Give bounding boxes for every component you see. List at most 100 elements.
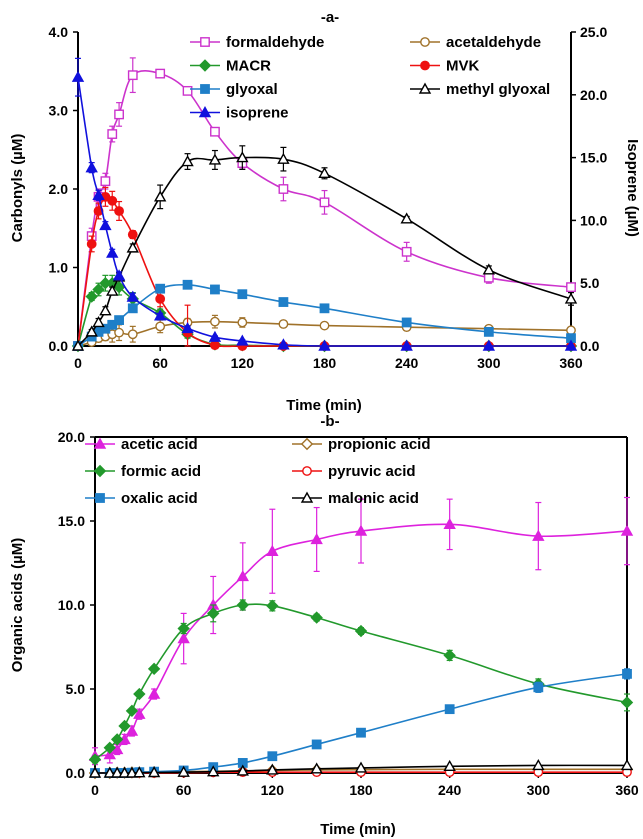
- panel-a-point-isoprene: [99, 218, 112, 231]
- panel-a-point-isoprene: [153, 309, 167, 321]
- panel-b-legend-marker-malonic-acid: [300, 491, 314, 503]
- panel-a-point-isoprene: [208, 330, 222, 342]
- panel-b-point-acetic-acid: [532, 529, 545, 541]
- panel-b-point-oxalic-acid: [622, 668, 632, 679]
- panel-a-line-glyoxal: [77, 283, 572, 347]
- panel-b-point-formic-acid: [177, 622, 190, 635]
- panel-b-series-malonic-acid: [88, 758, 634, 778]
- panel-a-point-methyl-glyoxal: [208, 153, 222, 165]
- panel-b-point-acetic-acid: [310, 533, 323, 545]
- panel-b-point-acetic-acid: [177, 632, 190, 644]
- panel-a-series-glyoxal: [73, 279, 576, 351]
- panel-b-point-acetic-acid: [620, 524, 634, 536]
- panel-a-y2-tick-label: 25.0: [580, 24, 607, 40]
- panel-b-point-acetic-acid: [125, 724, 139, 736]
- panel-a-y2-tick-label: 0.0: [580, 338, 600, 354]
- panel-a-legend-item-acetaldehyde: acetaldehyde: [410, 34, 541, 51]
- panel-a-series-isoprene: [71, 57, 578, 351]
- panel-a-y2-tick-label: 20.0: [580, 87, 607, 103]
- panel-a-legend-label-macr: MACR: [226, 58, 271, 75]
- panel-b-point-malonic-acid: [125, 766, 139, 778]
- panel-b-legend-item-oxalic-acid: oxalic acid: [85, 490, 198, 507]
- panel-a-point-formaldehyde: [100, 176, 111, 187]
- panel-a-point-mvk: [107, 195, 118, 206]
- panel-a-legend-marker-formaldehyde: [200, 37, 210, 47]
- panel-a-point-glyoxal: [155, 283, 166, 294]
- panel-b-point-malonic-acid: [443, 759, 456, 771]
- panel-a-point-formaldehyde: [566, 282, 576, 293]
- panel-a-title: -a-: [321, 9, 339, 26]
- panel-b-legend-item-pyruvic-acid: pyruvic acid: [292, 463, 416, 480]
- panel-b-legend-marker-formic-acid: [93, 464, 107, 478]
- panel-a-point-formaldehyde: [210, 126, 220, 137]
- panel-a-y-tick-label: 4.0: [49, 24, 69, 40]
- panel-b-point-formic-acid: [88, 753, 102, 766]
- panel-a-point-formaldehyde: [319, 197, 330, 208]
- panel-b-point-malonic-acid: [177, 765, 190, 777]
- panel-b-point-formic-acid: [207, 607, 220, 620]
- panel-a-point-formaldehyde: [182, 85, 193, 96]
- panel-b-legend-label-propionic-acid: propionic acid: [328, 436, 431, 453]
- panel-b-point-malonic-acid: [532, 758, 545, 771]
- panel-b-legend-label-acetic-acid: acetic acid: [121, 436, 198, 453]
- panel-b-point-formic-acid: [125, 704, 139, 718]
- panel-b-point-malonic-acid: [266, 763, 279, 775]
- panel-b-point-acetic-acid: [133, 707, 146, 719]
- panel-a-point-methyl-glyoxal: [236, 151, 249, 163]
- panel-b-point-malonic-acid: [110, 766, 124, 778]
- panel-a-point-acetaldehyde: [127, 329, 138, 340]
- panel-b-plot-area: 0 60 120 180 240 300 360 0.0 5.0 10.0 15.0 20.0: [58, 429, 639, 798]
- panel-b-title: -b-: [320, 413, 339, 430]
- panel-b-legend-label-oxalic-acid: oxalic acid: [121, 490, 198, 507]
- panel-b-series-oxalic-acid: [90, 668, 632, 778]
- panel-a-x-tick-label: 300: [477, 355, 501, 371]
- panel-b-point-malonic-acid: [354, 761, 368, 773]
- panel-a-point-macr: [92, 283, 105, 296]
- panel-a-point-isoprene: [277, 338, 290, 350]
- panel-a-point-methyl-glyoxal: [181, 155, 194, 167]
- panel-a-legend-marker-isoprene: [198, 106, 212, 118]
- panel-a-plot-area: 0 60 120 180 240 300 3600.01.02.03.04.00.05.01…: [49, 24, 608, 371]
- panel-a-point-mvk: [127, 229, 138, 240]
- panel-b-line-oxalic-acid: [95, 673, 628, 774]
- panel-a-point-isoprene: [85, 161, 98, 173]
- panel-b-series-formic-acid: [88, 598, 634, 766]
- panel-b-point-malonic-acid: [620, 758, 634, 771]
- panel-a-point-glyoxal: [127, 303, 138, 314]
- panel-a-point-isoprene: [564, 339, 578, 351]
- panel-b-organic-acids: -b- 0 60 120 180 240 300 360 0.0 5.0 10.0 15.0 20.0…: [9, 413, 639, 838]
- panel-b-point-acetic-acid: [266, 544, 279, 556]
- panel-b-point-formic-acid: [133, 687, 146, 701]
- panel-a-point-methyl-glyoxal: [153, 190, 167, 202]
- panel-b-legend-label-malonic-acid: malonic acid: [328, 490, 419, 507]
- panel-a-point-formaldehyde: [107, 129, 118, 139]
- panel-a-point-formaldehyde: [278, 184, 289, 194]
- panel-b-point-acetic-acid: [147, 687, 161, 699]
- panel-b-legend-item-propionic-acid: propionic acid: [292, 436, 431, 453]
- panel-a-point-formaldehyde: [114, 109, 124, 120]
- panel-a-y-tick-label: 3.0: [49, 103, 69, 119]
- panel-a-point-isoprene: [318, 339, 331, 351]
- panel-a-point-mvk: [210, 340, 220, 351]
- panel-b-point-formic-acid: [110, 733, 124, 746]
- panel-a-point-mvk: [114, 206, 124, 216]
- panel-a-point-methyl-glyoxal: [564, 292, 578, 304]
- panel-a-carbonyls: -a- 0 60 120 180 240 300 3600.01.02.03.04.00.0…: [9, 9, 641, 414]
- panel-a-y2-axis-label: Isoprene (µM): [624, 139, 641, 237]
- panel-a-legend-label-isoprene: isoprene: [226, 105, 289, 122]
- panel-a-x-tick-label: 120: [231, 355, 255, 371]
- panel-a-point-isoprene: [400, 339, 413, 351]
- panel-b-legend-marker-oxalic-acid: [95, 493, 105, 503]
- panel-b-x-tick-label: 300: [527, 782, 551, 798]
- panel-b-point-formic-acid: [310, 611, 323, 624]
- panel-a-point-glyoxal: [114, 315, 124, 325]
- panel-a-point-glyoxal: [237, 289, 248, 300]
- panel-b-legend-marker-acetic-acid: [93, 437, 107, 449]
- panel-b-point-malonic-acid: [118, 766, 131, 778]
- panel-a-point-glyoxal: [278, 297, 289, 307]
- panel-a-point-formaldehyde: [401, 246, 412, 257]
- panel-b-y-tick-label: 10.0: [58, 597, 85, 613]
- panel-a-point-methyl-glyoxal: [126, 241, 139, 253]
- panel-b-x-tick-label: 0: [91, 782, 99, 798]
- panel-b-y-tick-label: 0.0: [66, 765, 86, 781]
